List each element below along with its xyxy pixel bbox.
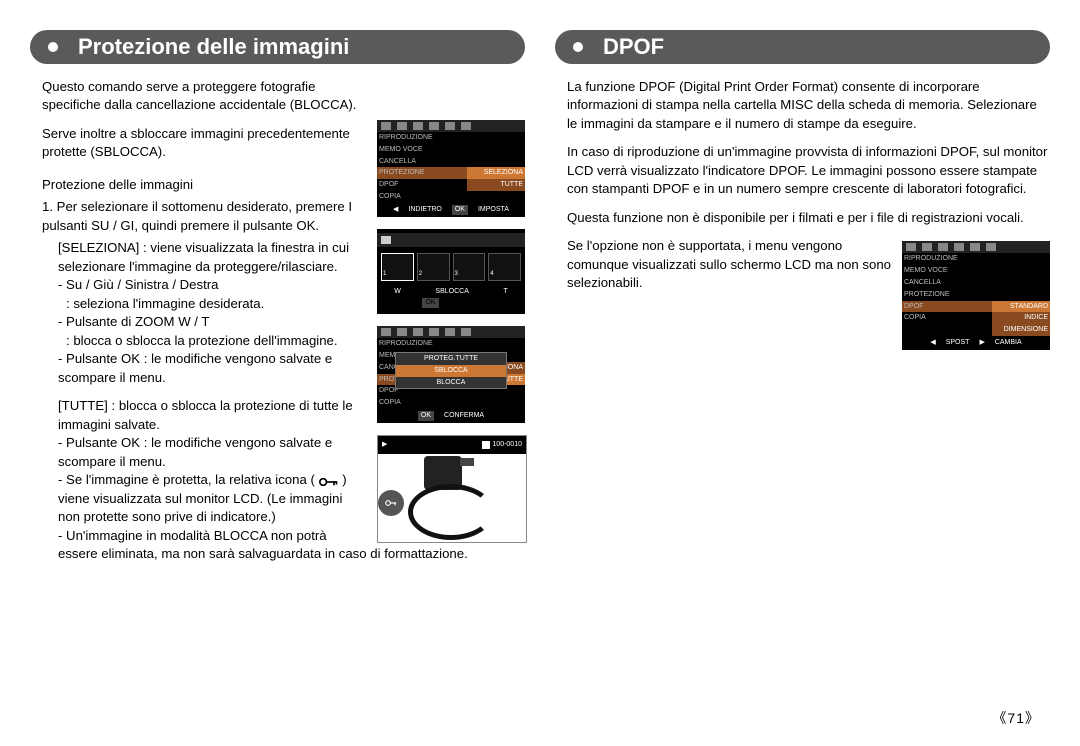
fig-cable: ▶ 100-0010	[377, 435, 527, 543]
page-number: 《71》	[992, 708, 1040, 728]
fig-dpof-menu: RIPRODUZIONE MEMO VOCE CANCELLA PROTEZIO…	[902, 241, 1050, 349]
left-figures: RIPRODUZIONE MEMO VOCE CANCELLA PROTEZIO…	[377, 78, 525, 543]
fig-thumbnails: 1 2 3 4 W SBLOCCA T OKIMPOSTA	[377, 229, 525, 315]
right-body: La funzione DPOF (Digital Print Order Fo…	[555, 78, 1050, 293]
right-column: DPOF La funzione DPOF (Digital Print Ord…	[555, 30, 1050, 564]
header-dpof: DPOF	[555, 30, 1050, 64]
dpof-p3: Questa funzione non è disponibile per i …	[567, 209, 1050, 227]
fig-menu-seleziona: RIPRODUZIONE MEMO VOCE CANCELLA PROTEZIO…	[377, 120, 525, 217]
dpof-p2: In caso di riproduzione di un'immagine p…	[567, 143, 1050, 198]
left-body: RIPRODUZIONE MEMO VOCE CANCELLA PROTEZIO…	[30, 78, 525, 564]
header-protezione: Protezione delle immagini	[30, 30, 525, 64]
key-icon	[319, 476, 339, 488]
dpof-p1: La funzione DPOF (Digital Print Order Fo…	[567, 78, 1050, 133]
fig-menu-tutte: RIPRODUZIONE MEMO V CANCELEZIONA PROTEZT…	[377, 326, 525, 423]
left-column: Protezione delle immagini RIPRODUZIONE M…	[30, 30, 525, 564]
key-badge-icon	[378, 490, 404, 516]
